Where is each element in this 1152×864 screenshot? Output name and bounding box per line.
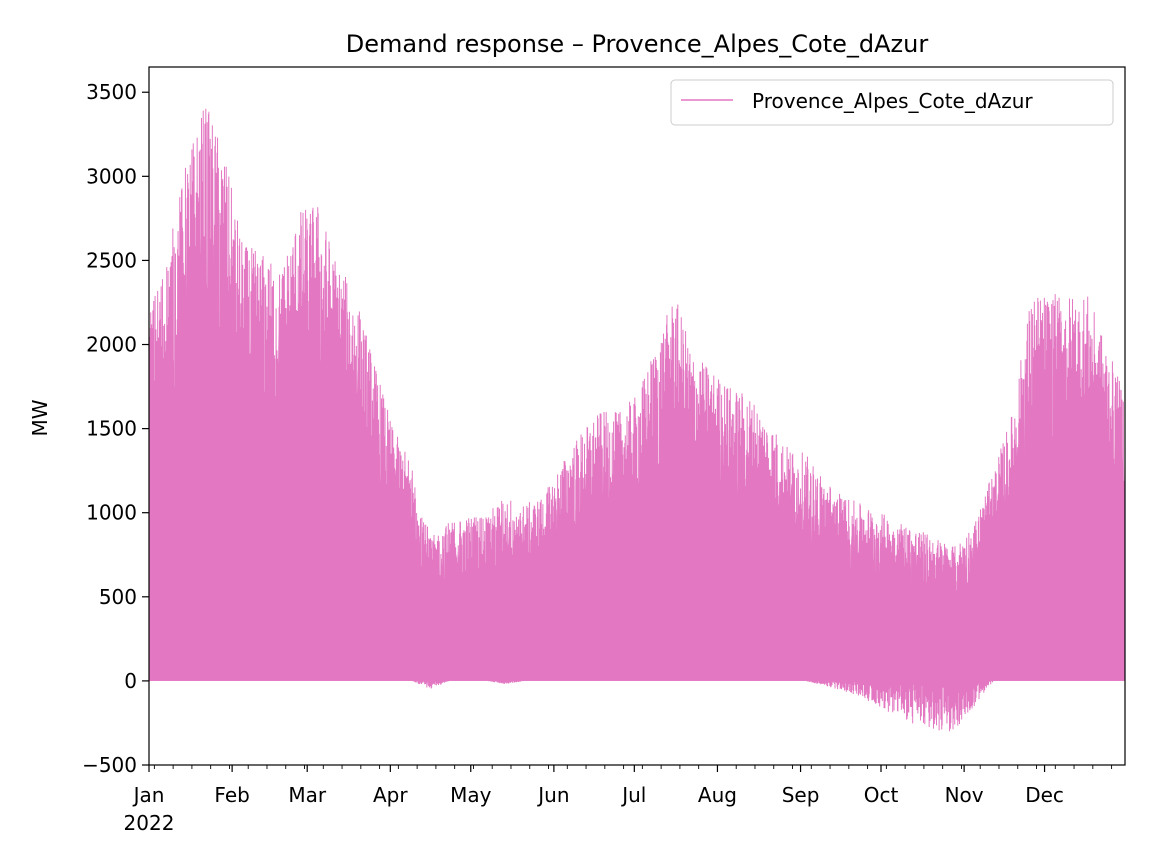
y-tick-label: 3000 — [86, 164, 137, 188]
y-axis: −500 0 500 1000 1500 2000 2500 3000 3500 — [82, 80, 149, 777]
chart-title: Demand response – Provence_Alpes_Cote_dA… — [346, 30, 929, 58]
series-layer — [148, 108, 1126, 732]
y-axis-label: MW — [28, 399, 52, 436]
x-tick-label: Apr — [373, 783, 408, 807]
y-tick-label: 3500 — [86, 80, 137, 104]
x-axis-year-label: 2022 — [124, 811, 175, 835]
x-tick-label: Jan — [132, 783, 165, 807]
series-line — [148, 108, 1126, 732]
series-provence-alpes-cote-dazur — [148, 108, 1126, 732]
x-tick-label: Jul — [620, 783, 646, 807]
y-tick-label: 2000 — [86, 333, 137, 357]
y-tick-label: 0 — [124, 669, 137, 693]
plot-area — [148, 66, 1126, 766]
y-tick-label: 1500 — [86, 417, 137, 441]
x-tick-label: Nov — [945, 783, 984, 807]
x-tick-label: Oct — [864, 783, 899, 807]
y-tick-label: 500 — [99, 585, 137, 609]
y-tick-label: 2500 — [86, 248, 137, 272]
x-tick-label: Feb — [214, 783, 249, 807]
y-tick-label: −500 — [82, 753, 137, 777]
x-tick-label: Aug — [698, 783, 737, 807]
x-tick-label: Sep — [782, 783, 820, 807]
plot-frame — [148, 66, 1126, 766]
legend-box — [670, 79, 1114, 126]
y-tick-label: 1000 — [86, 501, 137, 525]
x-tick-label: Mar — [288, 783, 327, 807]
legend-entry-label: Provence_Alpes_Cote_dAzur — [752, 89, 1033, 113]
x-tick-label: May — [450, 783, 492, 807]
legend: Provence_Alpes_Cote_dAzur — [670, 79, 1114, 126]
x-tick-label: Jun — [536, 783, 569, 807]
x-axis: Jan Feb Mar Apr May Jun Jul Aug Sep Oct Nov Dec — [132, 765, 1113, 807]
x-tick-label: Dec — [1025, 783, 1064, 807]
